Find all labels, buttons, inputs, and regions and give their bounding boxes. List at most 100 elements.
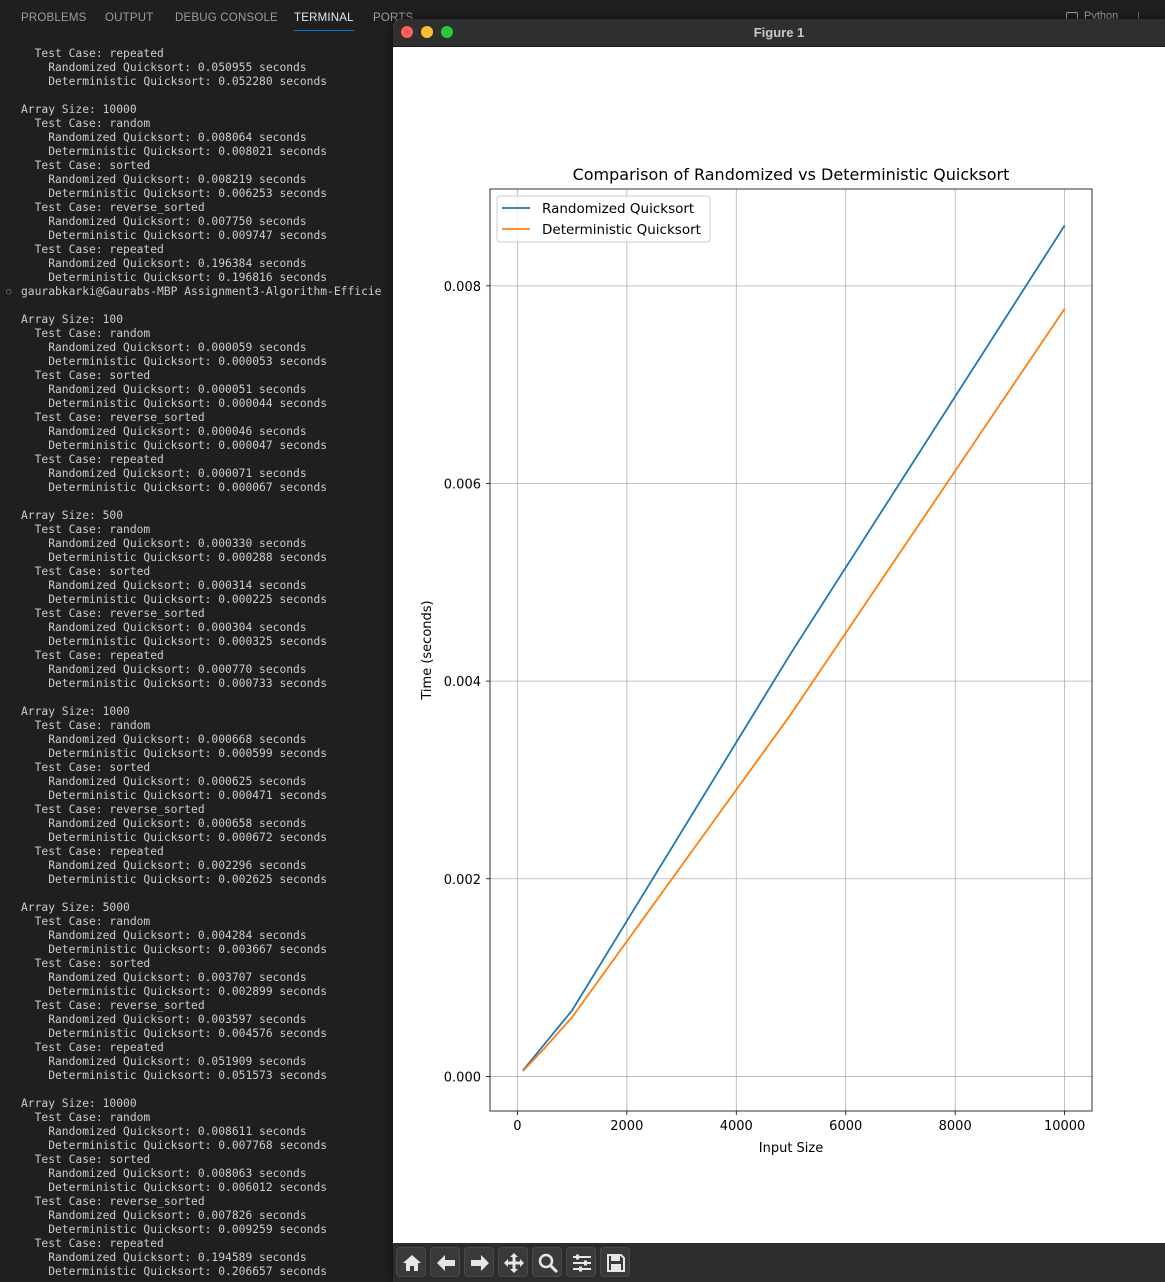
terminal-line: Randomized Quicksort: 0.000314 seconds — [21, 579, 307, 592]
terminal-line: Deterministic Quicksort: 0.009259 second… — [21, 1223, 328, 1236]
terminal-line: Randomized Quicksort: 0.002296 seconds — [21, 859, 307, 872]
terminal-line: Test Case: random — [21, 1111, 151, 1124]
tab-terminal[interactable]: TERMINAL — [294, 12, 354, 31]
divider — [1138, 12, 1139, 22]
x-axis-label: Input Size — [759, 1141, 823, 1156]
terminal-line: Array Size: 5000 — [21, 901, 130, 914]
terminal-line: Randomized Quicksort: 0.007826 seconds — [21, 1209, 307, 1222]
back-button[interactable] — [430, 1247, 460, 1277]
terminal-line: Deterministic Quicksort: 0.000225 second… — [21, 593, 328, 606]
terminal-line: Test Case: sorted — [21, 369, 151, 382]
terminal-line: Deterministic Quicksort: 0.000053 second… — [21, 355, 328, 368]
window-title: Figure 1 — [753, 25, 805, 40]
terminal-line: Randomized Quicksort: 0.000770 seconds — [21, 663, 307, 676]
x-tick-label: 8000 — [939, 1119, 972, 1134]
figure-canvas[interactable]: 0 2000 4000 6000 8000 10000 0.000 0.002 0.004 0.0… — [393, 47, 1165, 1243]
terminal-line: Test Case: repeated — [21, 845, 164, 858]
terminal-line: Randomized Quicksort: 0.000071 seconds — [21, 467, 307, 480]
save-icon — [607, 1254, 625, 1272]
terminal-line: Randomized Quicksort: 0.008064 seconds — [21, 131, 307, 144]
terminal-line — [0, 89, 400, 103]
terminal-line: Deterministic Quicksort: 0.000288 second… — [21, 551, 328, 564]
terminal-line: Array Size: 10000 — [21, 103, 137, 116]
home-button[interactable] — [396, 1247, 426, 1277]
terminal-line: Array Size: 500 — [21, 509, 124, 522]
y-tick-label: 0.004 — [444, 675, 481, 690]
tab-problems[interactable]: PROBLEMS — [21, 12, 87, 24]
terminal-line: Randomized Quicksort: 0.000304 seconds — [21, 621, 307, 634]
terminal-line: Test Case: repeated — [21, 1237, 164, 1250]
terminal-prompt-line: gaurabkarki@Gaurabs-MBP Assignment3-Algo… — [6, 285, 382, 298]
terminal-line: Test Case: sorted — [21, 1153, 151, 1166]
terminal-line: Test Case: reverse_sorted — [21, 1195, 205, 1208]
terminal-line: Test Case: random — [21, 117, 151, 130]
terminal-line: Deterministic Quicksort: 0.003667 second… — [21, 943, 328, 956]
terminal-line: Randomized Quicksort: 0.004284 seconds — [21, 929, 307, 942]
terminal-line: Test Case: reverse_sorted — [21, 607, 205, 620]
y-tick-label: 0.008 — [444, 280, 481, 295]
terminal-output[interactable]: Test Case: repeated Randomized Quicksort… — [0, 47, 400, 1282]
legend-box — [496, 195, 711, 243]
terminal-line: Deterministic Quicksort: 0.000325 second… — [21, 635, 328, 648]
tab-debug-console[interactable]: DEBUG CONSOLE — [175, 12, 278, 24]
terminal-line: Test Case: repeated — [21, 649, 164, 662]
forward-button[interactable] — [464, 1247, 494, 1277]
terminal-line: Test Case: random — [21, 327, 151, 340]
forward-arrow-icon — [471, 1255, 489, 1271]
tab-output[interactable]: OUTPUT — [105, 12, 154, 24]
terminal-line: Test Case: random — [21, 915, 151, 928]
terminal-line — [0, 299, 400, 313]
home-icon — [403, 1255, 421, 1271]
terminal-line: Deterministic Quicksort: 0.000067 second… — [21, 481, 328, 494]
terminal-line: Randomized Quicksort: 0.000046 seconds — [21, 425, 307, 438]
terminal-line: Randomized Quicksort: 0.008219 seconds — [21, 173, 307, 186]
figure-window: Figure 1 0 2000 4000 6000 8000 10000 0.000 0.00… — [393, 19, 1165, 1282]
x-tick-label: 0 — [513, 1119, 521, 1134]
plot-area-frame — [489, 188, 1093, 1112]
chart-title: Comparison of Randomized vs Deterministi… — [573, 165, 1010, 184]
terminal-line: Test Case: repeated — [21, 47, 164, 60]
zoom-button[interactable] — [532, 1247, 562, 1277]
terminal-line: Test Case: sorted — [21, 159, 151, 172]
terminal-line: Randomized Quicksort: 0.000051 seconds — [21, 383, 307, 396]
terminal-line — [0, 495, 400, 509]
terminal-line: Randomized Quicksort: 0.000668 seconds — [21, 733, 307, 746]
terminal-line: Deterministic Quicksort: 0.006012 second… — [21, 1181, 328, 1194]
terminal-line: Test Case: sorted — [21, 957, 151, 970]
window-titlebar[interactable]: Figure 1 — [393, 19, 1165, 47]
terminal-line: Randomized Quicksort: 0.050955 seconds — [21, 61, 307, 74]
terminal-line: Deterministic Quicksort: 0.206657 second… — [21, 1265, 328, 1278]
terminal-line: Deterministic Quicksort: 0.196816 second… — [21, 271, 328, 284]
zoom-window-button[interactable] — [441, 26, 453, 38]
prompt-status-icon: ○ — [6, 287, 12, 297]
terminal-line: Array Size: 1000 — [21, 705, 130, 718]
terminal-line: Array Size: 100 — [21, 313, 124, 326]
terminal-line: Deterministic Quicksort: 0.000471 second… — [21, 789, 328, 802]
close-window-button[interactable] — [401, 26, 413, 38]
terminal-line: Randomized Quicksort: 0.196384 seconds — [21, 257, 307, 270]
terminal-line: Test Case: reverse_sorted — [21, 201, 205, 214]
line-chart: 0 2000 4000 6000 8000 10000 0.000 0.002 0.004 0.0… — [420, 165, 1093, 1156]
configure-subplots-button[interactable] — [566, 1247, 596, 1277]
back-arrow-icon — [437, 1255, 455, 1271]
terminal-line: Test Case: reverse_sorted — [21, 411, 205, 424]
terminal-line: Test Case: sorted — [21, 565, 151, 578]
series-line-randomized — [522, 224, 1066, 1072]
terminal-line — [0, 1083, 400, 1097]
terminal-line: Deterministic Quicksort: 0.006253 second… — [21, 187, 328, 200]
pan-button[interactable] — [498, 1247, 528, 1277]
terminal-line: Deterministic Quicksort: 0.000599 second… — [21, 747, 328, 760]
terminal-line: Deterministic Quicksort: 0.004576 second… — [21, 1027, 328, 1040]
terminal-line: Randomized Quicksort: 0.000059 seconds — [21, 341, 307, 354]
terminal-line: Test Case: repeated — [21, 243, 164, 256]
terminal-line — [0, 887, 400, 901]
terminal-line: Randomized Quicksort: 0.008063 seconds — [21, 1167, 307, 1180]
terminal-line: Test Case: sorted — [21, 761, 151, 774]
minimize-window-button[interactable] — [421, 26, 433, 38]
x-tick-label: 6000 — [829, 1119, 862, 1134]
terminal-line: Test Case: random — [21, 719, 151, 732]
y-tick-label: 0.002 — [444, 873, 481, 888]
terminal-line: Randomized Quicksort: 0.007750 seconds — [21, 215, 307, 228]
save-figure-button[interactable] — [600, 1247, 630, 1277]
terminal-line: Test Case: repeated — [21, 453, 164, 466]
